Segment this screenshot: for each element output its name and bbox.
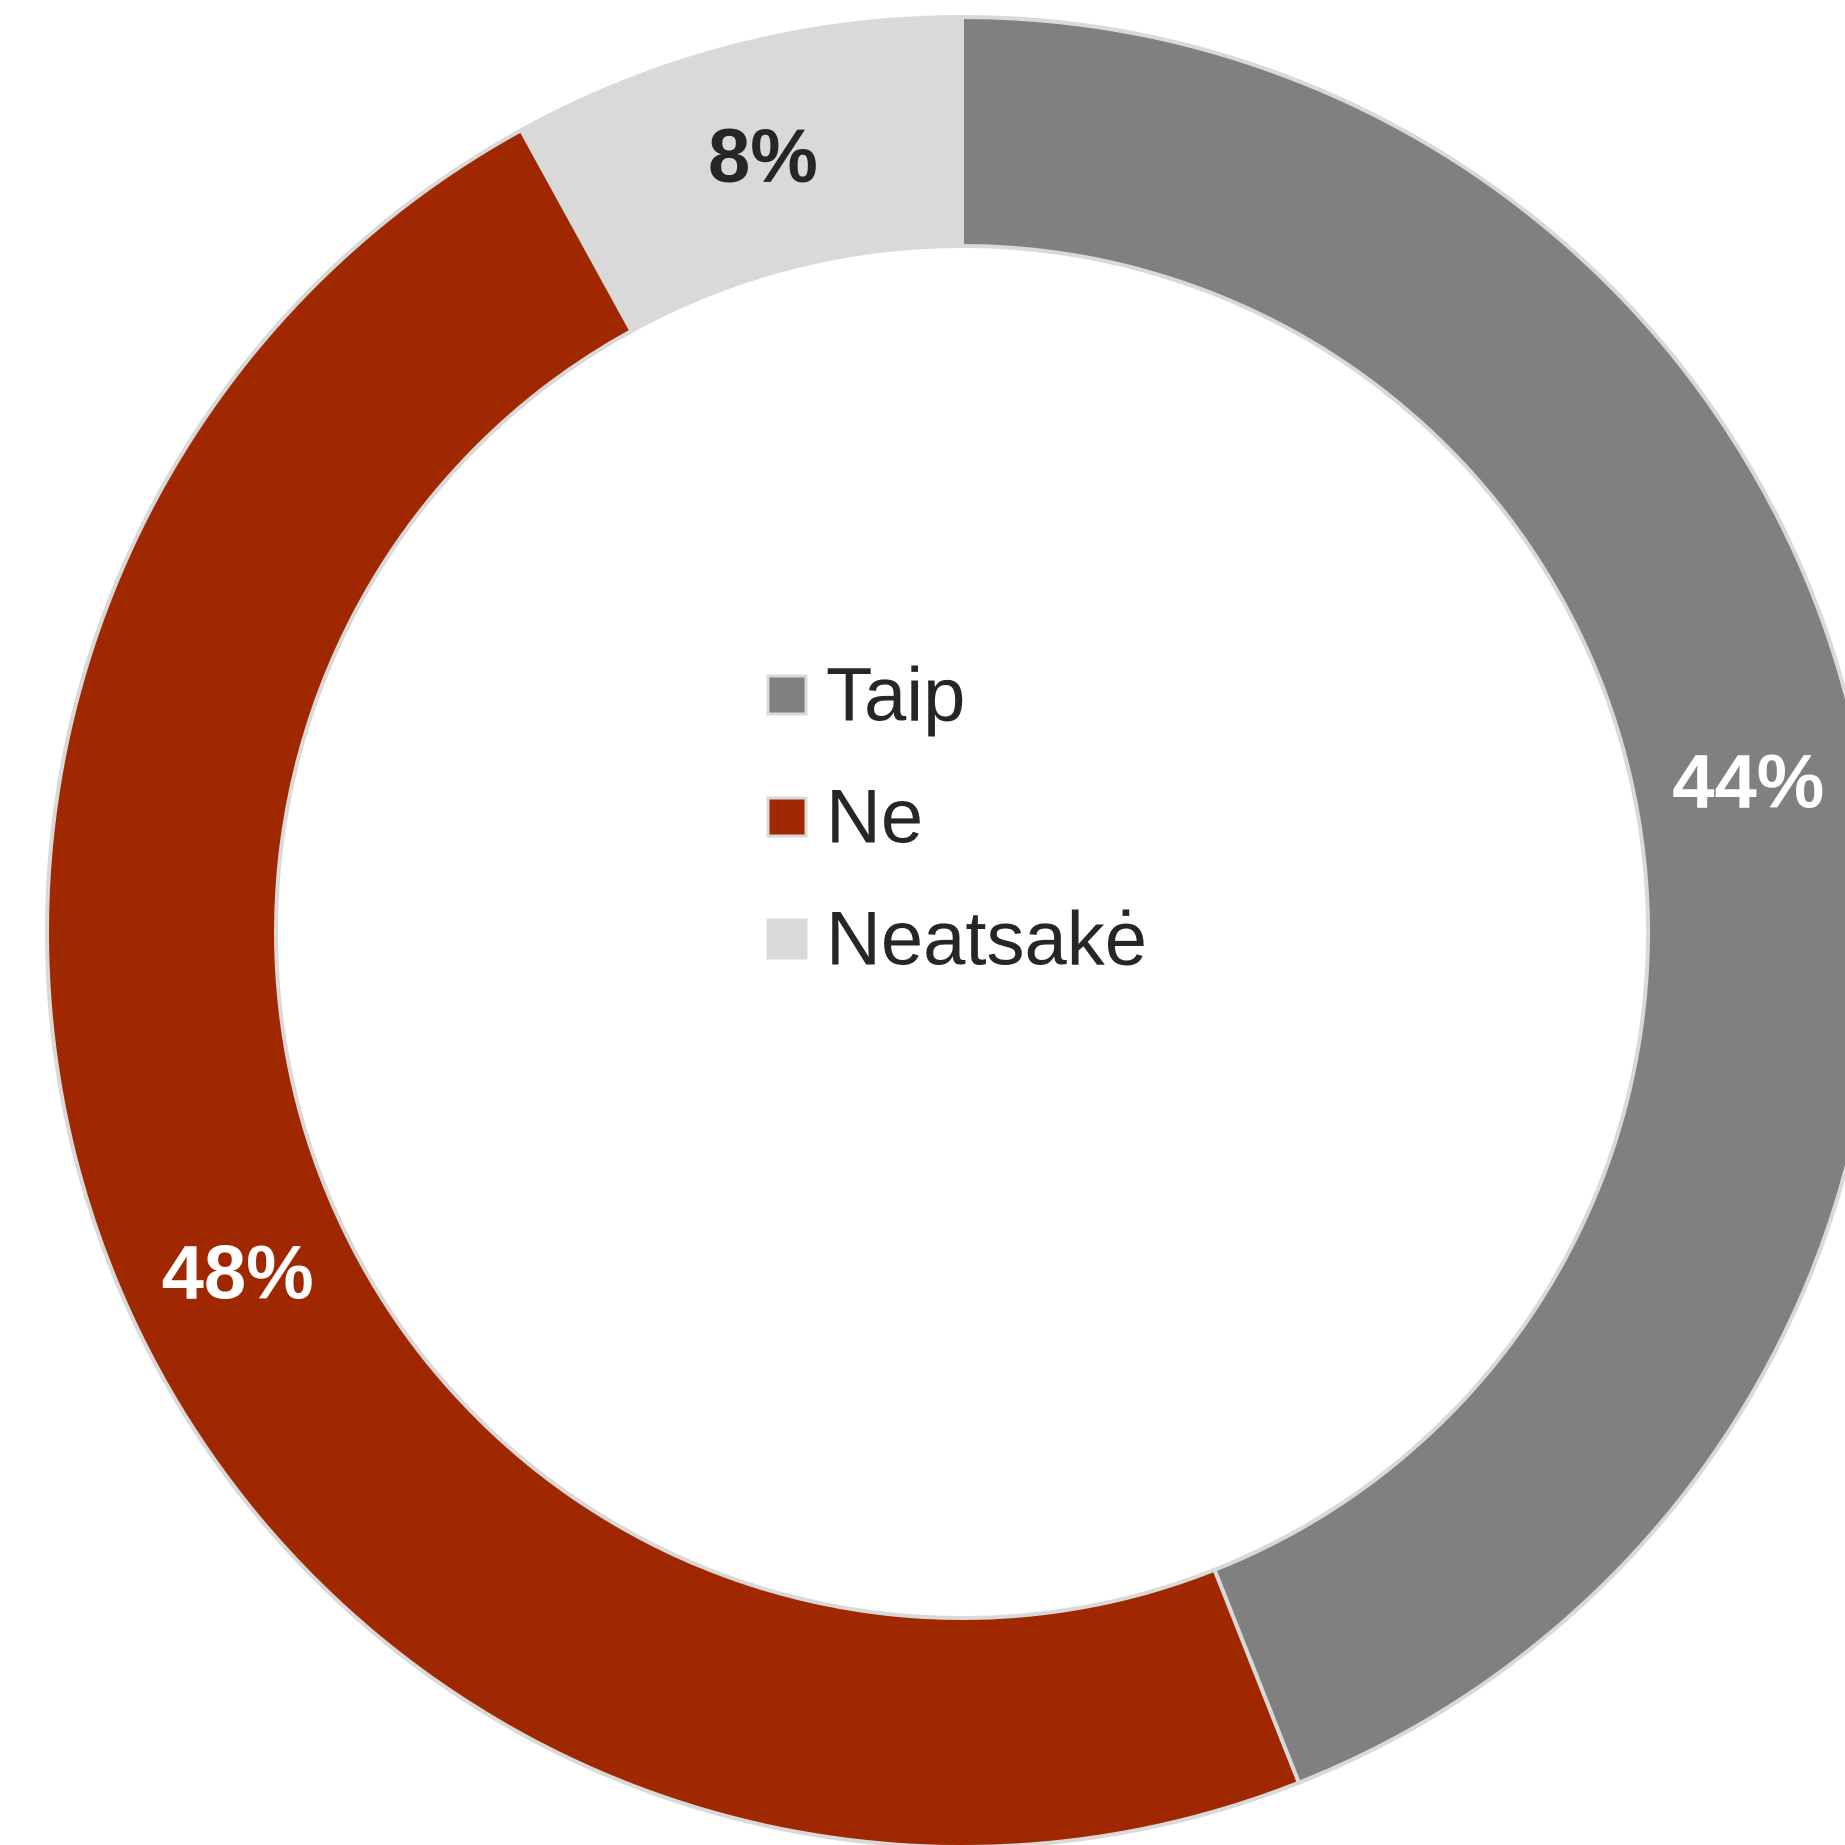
- legend-swatch-ne: [766, 796, 808, 838]
- data-label-neatsake: 8%: [708, 114, 818, 199]
- legend-label-taip: Taip: [826, 653, 965, 738]
- legend-label-ne: Ne: [826, 775, 923, 860]
- donut-slices: [44, 14, 1845, 1845]
- slice-ne: [44, 127, 1302, 1845]
- legend-label-neatsake: Neatsakė: [826, 897, 1147, 982]
- slice-taip: [960, 14, 1845, 1786]
- data-labels: 44% 48% 8%: [162, 114, 1825, 1315]
- slice-neatsake: [518, 14, 964, 334]
- data-label-taip: 44%: [1672, 740, 1824, 825]
- data-label-ne: 48%: [162, 1230, 314, 1315]
- legend-swatch-neatsake: [766, 918, 808, 960]
- legend-swatch-taip: [766, 674, 808, 716]
- legend: Taip Ne Neatsakė: [766, 653, 1147, 982]
